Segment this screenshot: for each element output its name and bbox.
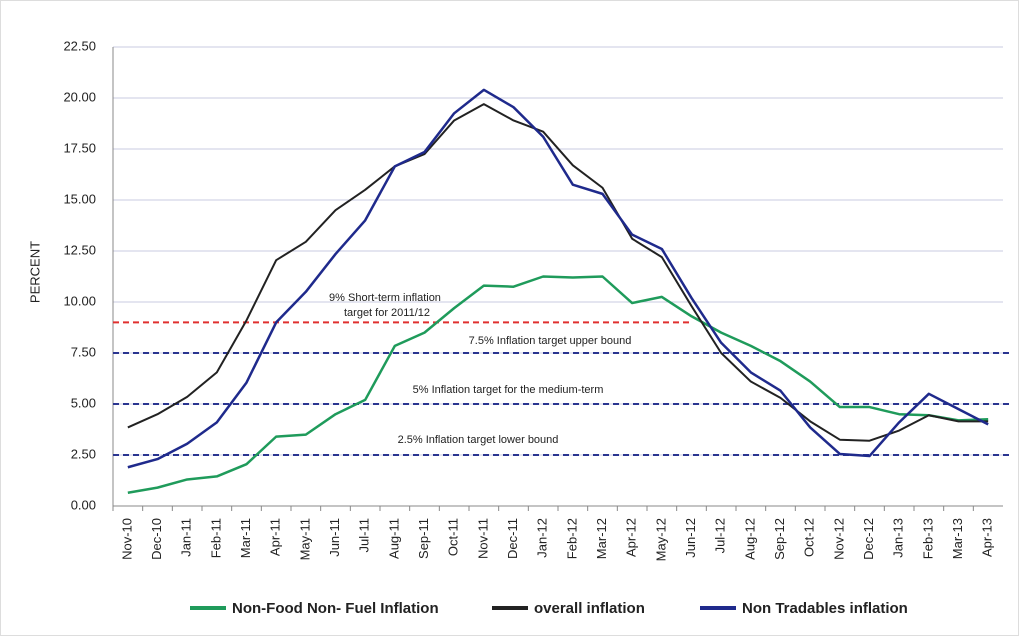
x-tick-label: Nov-10 [119,518,134,560]
reference-label: 5% Inflation target for the medium-term [413,384,604,396]
x-tick-label: Apr-13 [980,518,995,557]
x-tick-label: Jul-11 [357,518,372,552]
y-tick-label: 20.00 [63,89,96,104]
x-tick-label: Oct-12 [802,518,817,557]
x-tick-label: Mar-12 [594,518,609,559]
legend-label: overall inflation [534,600,645,617]
y-tick-label: 17.50 [63,140,96,155]
series-line [127,275,989,494]
x-tick-label: Apr-12 [624,518,639,557]
y-tick-label: 5.00 [71,395,96,410]
series-line [127,88,989,469]
x-tick-label: Dec-10 [149,518,164,560]
y-tick-label: 10.00 [63,293,96,308]
legend-label: Non Tradables inflation [742,600,908,617]
x-tick-label: Nov-11 [475,518,490,559]
reference-label: 7.5% Inflation target upper bound [469,335,632,347]
x-tick-label: Jan-11 [179,518,194,557]
y-axis-label: PERCENT [27,241,42,303]
x-tick-label: Feb-12 [564,518,579,559]
x-tick-label: Feb-13 [920,518,935,559]
y-tick-label: 7.50 [71,344,96,359]
x-tick-label: Dec-11 [505,518,520,559]
x-tick-label: Jun-11 [327,518,342,557]
x-tick-label: May-11 [297,518,312,560]
x-tick-label: Sep-11 [416,518,431,559]
x-tick-label: Dec-12 [861,518,876,560]
x-tick-label: Sep-12 [772,518,787,560]
legend-label: Non-Food Non- Fuel Inflation [232,600,439,617]
x-tick-label: May-12 [653,518,668,561]
x-tick-label: Mar-11 [238,518,253,558]
x-tick-label: Aug-12 [742,518,757,560]
x-tick-label: Apr-11 [268,518,283,556]
reference-label: target for 2011/12 [344,307,430,319]
x-tick-label: Aug-11 [386,518,401,559]
series-line [127,103,989,442]
reference-label: 2.5% Inflation target lower bound [398,434,559,446]
x-tick-label: Jan-13 [891,518,906,558]
y-tick-label: 0.00 [71,497,96,512]
y-tick-label: 22.50 [63,38,96,53]
y-tick-label: 12.50 [63,242,96,257]
x-tick-label: Nov-12 [831,518,846,560]
x-tick-label: Mar-13 [950,518,965,559]
y-tick-label: 2.50 [71,446,96,461]
x-tick-label: Oct-11 [446,518,461,556]
x-tick-label: Jan-12 [535,518,550,558]
x-tick-label: Jul-12 [713,518,728,553]
x-tick-label: Jun-12 [683,518,698,558]
x-tick-label: Feb-11 [208,518,223,558]
reference-label: 9% Short-term inflation [329,292,441,304]
y-tick-label: 15.00 [63,191,96,206]
